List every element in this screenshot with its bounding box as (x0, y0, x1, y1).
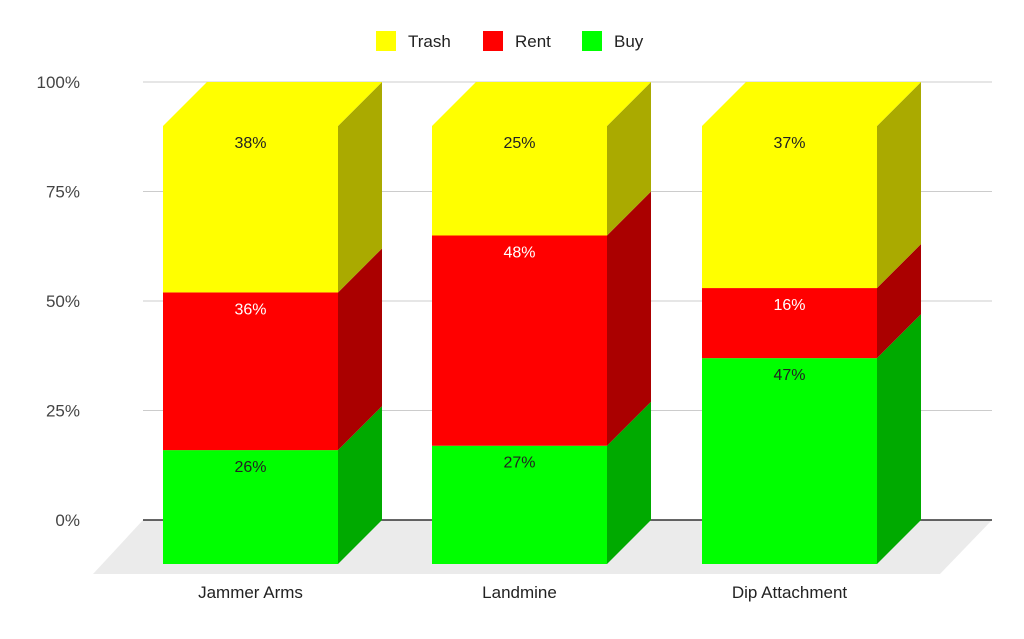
bar-top-trash (163, 82, 382, 126)
y-tick-label: 75% (46, 183, 80, 202)
y-tick-label: 0% (55, 511, 80, 530)
legend-swatch-buy (582, 31, 602, 51)
legend-label-rent: Rent (515, 32, 551, 51)
data-label: 38% (234, 135, 266, 152)
bar-side-trash (607, 82, 651, 236)
bar-side-buy (877, 314, 921, 564)
x-category-label: Landmine (482, 583, 557, 602)
bar-segment-buy (432, 445, 607, 564)
data-label: 27% (503, 455, 535, 472)
y-tick-label: 100% (37, 73, 80, 92)
bar-segment-rent (432, 235, 607, 446)
bar-side-rent (877, 244, 921, 359)
data-label: 26% (234, 459, 266, 476)
bar-side-rent (338, 248, 382, 451)
legend-label-buy: Buy (614, 32, 644, 51)
legend-label-trash: Trash (408, 32, 451, 51)
bar-top-trash (432, 82, 651, 126)
x-category-label: Jammer Arms (198, 583, 303, 602)
legend: Trash Rent Buy (376, 31, 644, 51)
bar-side-buy (607, 401, 651, 564)
data-label: 16% (773, 297, 805, 314)
bar-segment-trash (163, 126, 338, 293)
data-label: 47% (773, 367, 805, 384)
y-tick-label: 50% (46, 292, 80, 311)
data-label: 25% (503, 135, 535, 152)
y-tick-label: 25% (46, 402, 80, 421)
bar-segment-rent (163, 292, 338, 451)
bar-segment-rent (702, 288, 877, 359)
data-label: 36% (234, 301, 266, 318)
bar-side-trash (338, 82, 382, 293)
legend-swatch-rent (483, 31, 503, 51)
x-category-label: Dip Attachment (732, 583, 848, 602)
bar-segment-trash (702, 126, 877, 289)
bar-side-buy (338, 406, 382, 564)
bar-segment-buy (163, 450, 338, 564)
bar-top-trash (702, 82, 921, 126)
bar-side-trash (877, 82, 921, 289)
bar-side-rent (607, 191, 651, 446)
bar-segment-buy (702, 358, 877, 564)
legend-swatch-trash (376, 31, 396, 51)
data-label: 48% (503, 245, 535, 262)
data-label: 37% (773, 135, 805, 152)
bar-segment-trash (432, 126, 607, 236)
